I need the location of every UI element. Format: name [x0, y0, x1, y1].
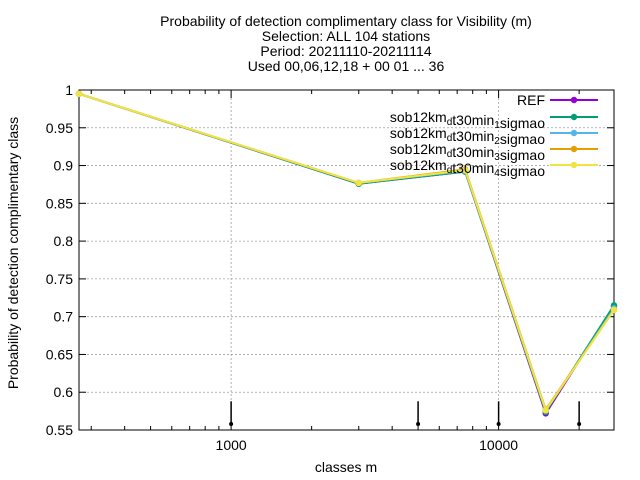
- legend-text-part: t30min: [452, 160, 494, 176]
- grid: [79, 90, 614, 430]
- legend-text-part: sigmao: [500, 163, 545, 179]
- legend-subscript: d: [447, 117, 453, 128]
- legend-subscript: d: [447, 165, 453, 176]
- legend-text-part: sigmao: [500, 131, 545, 147]
- legend-subscript: d: [447, 133, 453, 144]
- series-5-point: [461, 166, 469, 174]
- title-line-2: Selection: ALL 104 stations: [262, 28, 430, 44]
- legend-text-part: sigmao: [500, 147, 545, 163]
- y-tick-label: 0.85: [46, 195, 73, 211]
- legend-subscript: 2: [494, 136, 500, 147]
- legend-text-part: sob12km: [390, 109, 447, 125]
- series-5-point: [75, 90, 83, 97]
- y-axis-label: Probability of detection complimentary c…: [5, 117, 21, 389]
- legend-text-part: sob12km: [390, 125, 447, 141]
- legend-label-3: sob12kmdt30min2sigmao: [390, 125, 545, 147]
- series-5-point: [610, 306, 618, 314]
- y-tick-label: 0.95: [46, 120, 73, 136]
- legend-marker-4: [570, 145, 578, 153]
- legend-text-part: sob12km: [390, 157, 447, 173]
- legend-marker-5: [570, 161, 578, 169]
- legend-label-5: sob12kmdt30min4sigmao: [390, 157, 545, 179]
- marker-dot: [577, 421, 582, 426]
- legend-subscript: 1: [494, 120, 500, 131]
- legend-marker-3: [570, 129, 578, 137]
- legend-marker-1: [570, 96, 578, 104]
- title-line-3: Period: 20211110-20211114: [260, 43, 431, 59]
- y-tick-label: 0.6: [54, 384, 74, 400]
- x-axis-label: classes m: [315, 459, 377, 475]
- y-tick-label: 0.9: [54, 158, 74, 174]
- y-tick-label: 0.8: [54, 233, 74, 249]
- title-line-4: Used 00,06,12,18 + 00 01 ... 36: [248, 58, 445, 74]
- y-tick-label: 0.75: [46, 271, 73, 287]
- chart-title: Probability of detection complimentary c…: [160, 13, 532, 74]
- vertical-markers: [229, 401, 582, 426]
- marker-dot: [229, 421, 234, 426]
- legend-text-part: sigmao: [500, 115, 545, 131]
- legend: REFsob12kmdt30min1sigmaosob12kmdt30min2s…: [390, 92, 598, 179]
- axes: 0.55 0.6 0.65 0.7 0.75 0.8 0.85 0.9 0.95 1 1000 100…: [46, 82, 615, 453]
- series-5-point: [355, 179, 362, 187]
- title-line-1: Probability of detection complimentary c…: [160, 13, 532, 29]
- y-tick-label: 0.55: [46, 422, 73, 438]
- x-tick-label: 10000: [479, 437, 518, 453]
- plot-area: [75, 90, 618, 417]
- x-tick-label: 1000: [216, 437, 247, 453]
- y-tick-label: 0.7: [54, 309, 74, 325]
- legend-text-part: t30min: [452, 112, 494, 128]
- legend-label-2: sob12kmdt30min1sigmao: [390, 109, 545, 131]
- y-tick-label: 1: [65, 82, 73, 98]
- legend-marker-2: [570, 113, 578, 121]
- legend-subscript: 3: [494, 152, 500, 163]
- legend-subscript: 4: [494, 168, 500, 179]
- legend-subscript: d: [447, 149, 453, 160]
- plot-frame: [78, 89, 615, 431]
- legend-text-part: t30min: [452, 128, 494, 144]
- y-tick-label: 0.65: [46, 346, 73, 362]
- legend-text-part: t30min: [452, 144, 494, 160]
- marker-dot: [496, 421, 501, 426]
- legend-text-part: sob12km: [390, 141, 447, 157]
- marker-dot: [416, 421, 421, 426]
- series-5-point: [542, 407, 549, 414]
- legend-label-1: REF: [517, 92, 545, 108]
- legend-label-4: sob12kmdt30min3sigmao: [390, 141, 545, 163]
